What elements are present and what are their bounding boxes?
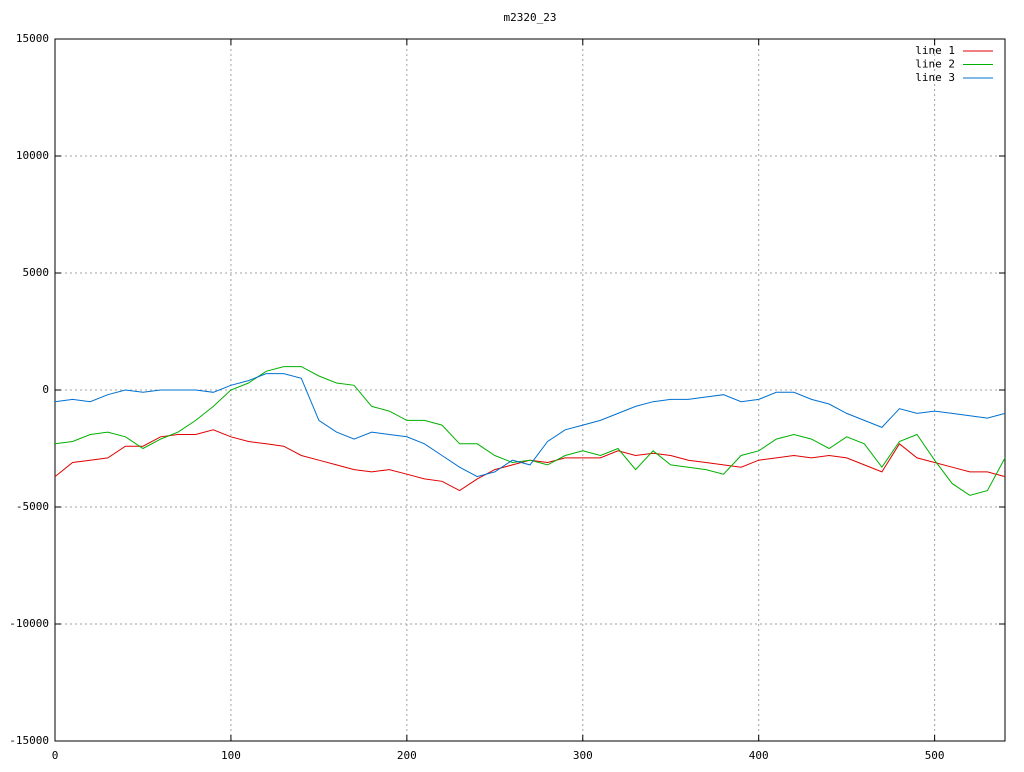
- legend-label: line 3: [915, 71, 955, 84]
- y-tick-label: -15000: [9, 734, 49, 747]
- x-tick-label: 200: [397, 749, 417, 762]
- y-tick-label: -10000: [9, 617, 49, 630]
- y-tick-label: -5000: [16, 500, 49, 513]
- line-series: [54, 366, 1006, 496]
- legend-label: line 1: [915, 44, 955, 57]
- y-tick-label: 0: [42, 383, 49, 396]
- x-tick-label: 0: [52, 749, 59, 762]
- x-tick-label: 300: [573, 749, 593, 762]
- y-tick-label: 15000: [16, 32, 49, 45]
- x-tick-label: 500: [925, 749, 945, 762]
- y-tick-label: 10000: [16, 149, 49, 162]
- line-series: [54, 373, 1006, 478]
- x-tick-label: 100: [221, 749, 241, 762]
- chart-title: m2320_23: [504, 11, 557, 24]
- x-tick-label: 400: [749, 749, 769, 762]
- legend-label: line 2: [915, 58, 955, 71]
- plot-frame: [54, 38, 1006, 742]
- y-tick-label: 5000: [23, 266, 50, 279]
